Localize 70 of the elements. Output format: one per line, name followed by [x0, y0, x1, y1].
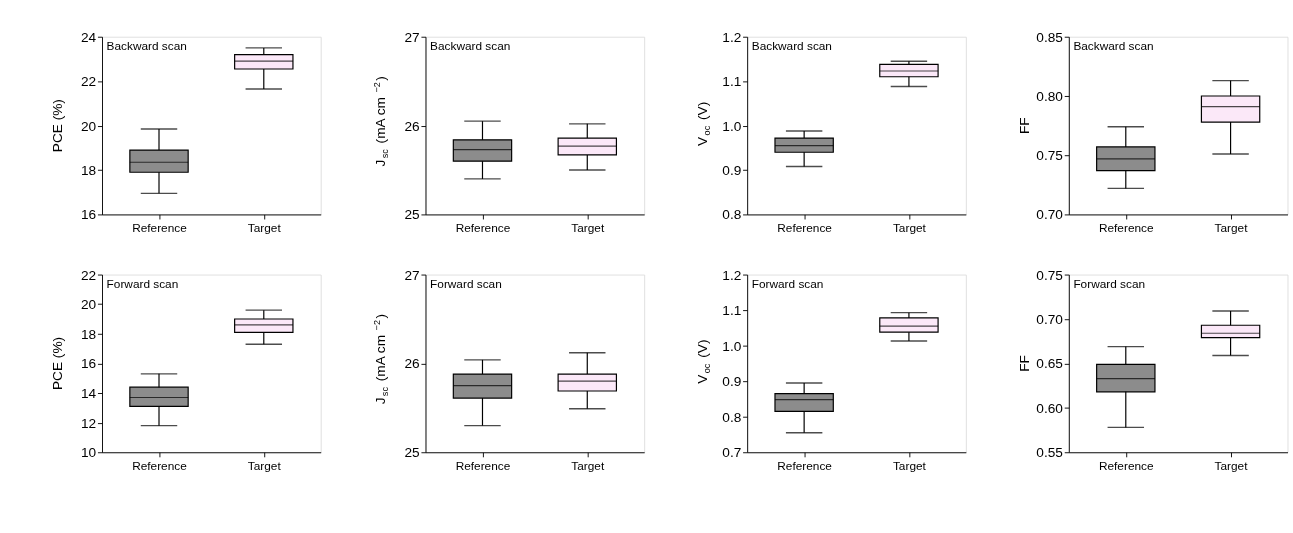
x-tick-label: Target: [247, 459, 282, 474]
y-tick-label: 0.65: [1036, 356, 1064, 372]
y-tick-label: 25: [404, 445, 420, 461]
x-tick-label: Target: [1214, 221, 1249, 236]
annotation: Forward scan: [1073, 277, 1146, 292]
y-tick-label: 25: [404, 207, 420, 223]
y-axis-title: PCE (%): [49, 99, 65, 153]
y-tick-label: 20: [80, 297, 97, 313]
x-tick-label: Target: [1214, 459, 1249, 474]
y-tick-label: 26: [404, 118, 420, 134]
y-tick-label: 0.8: [722, 207, 742, 223]
x-tick-label: Target: [571, 459, 605, 474]
x-tick-label: Target: [892, 459, 927, 474]
annotation: Backward scan: [106, 39, 187, 54]
y-tick-label: 0.60: [1036, 400, 1064, 416]
x-tick-label: Reference: [455, 459, 511, 474]
y-tick-label: 0.8: [722, 409, 742, 425]
y-tick-label: 1.0: [722, 338, 742, 354]
y-tick-label: 16: [80, 207, 97, 223]
x-tick-label: Reference: [777, 459, 833, 474]
y-tick-label: 12: [80, 415, 97, 431]
y-axis-title: FF: [1016, 355, 1032, 372]
y-tick-label: 0.75: [1036, 267, 1064, 283]
y-tick-label: 1.0: [722, 118, 742, 134]
y-tick-label: 24: [80, 29, 97, 45]
y-tick-label: 0.70: [1036, 312, 1064, 328]
x-tick-label: Reference: [132, 459, 188, 474]
y-tick-label: 0.80: [1036, 89, 1064, 105]
x-tick-label: Target: [571, 221, 605, 236]
y-tick-label: 0.75: [1036, 148, 1064, 164]
annotation: Backward scan: [751, 39, 832, 54]
y-tick-label: 14: [80, 386, 97, 402]
x-tick-label: Reference: [455, 221, 511, 236]
y-tick-label: 1.1: [722, 303, 742, 319]
annotation: Forward scan: [751, 277, 824, 292]
y-tick-label: 26: [404, 356, 420, 372]
y-tick-label: 22: [80, 267, 97, 283]
y-tick-label: 1.1: [722, 74, 742, 90]
y-tick-label: 27: [404, 267, 420, 283]
annotation: Backward scan: [1073, 39, 1154, 54]
x-tick-label: Reference: [777, 221, 833, 236]
y-tick-label: 16: [80, 356, 97, 372]
y-axis-title: Jsc (mA cm−2): [371, 313, 391, 405]
y-tick-label: 20: [80, 118, 97, 134]
x-tick-label: Target: [892, 221, 927, 236]
y-tick-label: 0.70: [1036, 207, 1064, 223]
y-axis-title: PCE (%): [49, 336, 65, 391]
y-tick-label: 0.9: [722, 374, 742, 390]
y-tick-label: 10: [80, 445, 97, 461]
y-tick-label: 0.7: [722, 445, 742, 461]
y-axis-title: Jsc (mA cm−2): [371, 76, 391, 167]
y-axis-title: Voc (V): [695, 101, 712, 146]
y-tick-label: 0.9: [722, 163, 742, 179]
x-tick-label: Target: [247, 221, 282, 236]
y-tick-label: 0.85: [1036, 29, 1064, 45]
y-tick-label: 18: [80, 163, 97, 179]
x-tick-label: Reference: [1098, 459, 1154, 474]
annotation: Backward scan: [430, 39, 511, 54]
y-tick-label: 18: [80, 326, 97, 342]
y-tick-label: 27: [404, 29, 420, 45]
annotation: Forward scan: [106, 277, 179, 292]
y-axis-title: Voc (V): [695, 339, 712, 384]
y-axis-title: FF: [1016, 117, 1032, 134]
y-tick-label: 0.55: [1036, 445, 1064, 461]
x-tick-label: Reference: [1098, 221, 1154, 236]
x-tick-label: Reference: [132, 221, 188, 236]
y-tick-label: 1.2: [722, 29, 742, 45]
y-tick-label: 1.2: [722, 267, 742, 283]
annotation: Forward scan: [430, 277, 502, 292]
y-tick-label: 22: [80, 74, 97, 90]
